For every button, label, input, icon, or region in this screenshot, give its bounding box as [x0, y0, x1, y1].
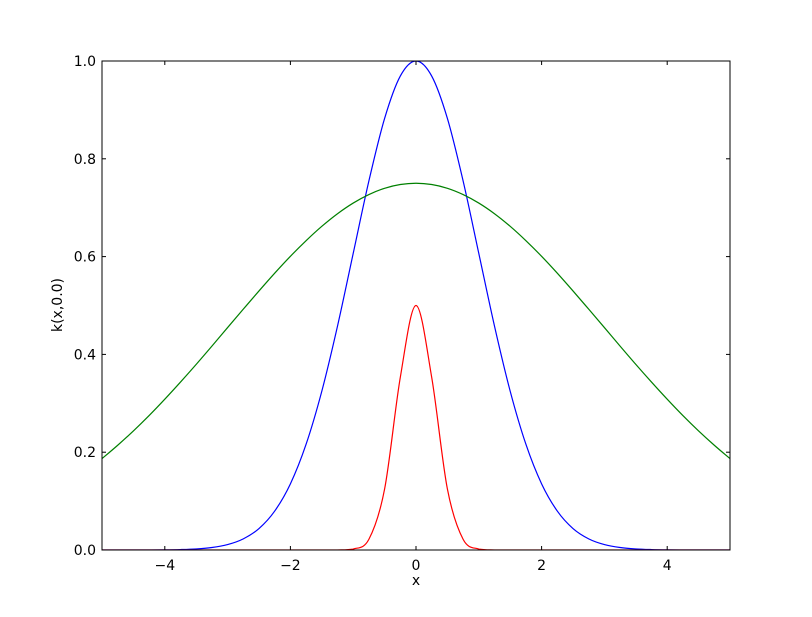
- series-group: [102, 61, 730, 550]
- series-line-0: [102, 61, 730, 550]
- x-tick-label: 4: [663, 558, 672, 574]
- x-tick-label: 0: [412, 558, 421, 574]
- x-tick-label: −4: [154, 558, 175, 574]
- y-tick-label: 0.0: [74, 543, 96, 559]
- y-tick-label: 0.8: [74, 152, 96, 168]
- y-tick-label: 0.4: [74, 347, 96, 363]
- series-line-2: [102, 304, 730, 550]
- y-tick-label: 0.2: [74, 445, 96, 461]
- x-tick-label: −2: [280, 558, 301, 574]
- series-line-1: [102, 182, 730, 460]
- x-tick-label: 2: [537, 558, 546, 574]
- y-tick-label: 0.6: [74, 250, 96, 266]
- y-axis-label: k(x,0.0): [50, 278, 66, 332]
- y-tick-label: 1.0: [74, 54, 96, 70]
- ticks-group: −4 −2 0 2 4 0.0 0.2 0.4 0.6 0.8 1.0: [74, 54, 730, 574]
- x-axis-label: x: [412, 573, 420, 589]
